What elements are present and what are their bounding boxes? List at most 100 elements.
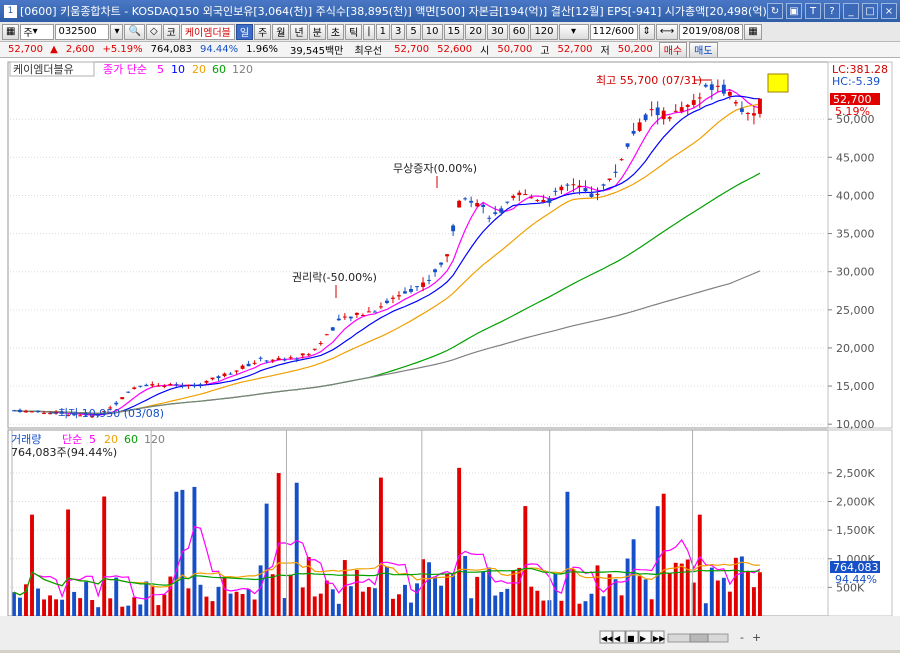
low-price: 50,200 — [617, 44, 653, 55]
legend-ma20: 20 — [192, 63, 206, 76]
minute-button-10[interactable]: 10 — [421, 23, 443, 40]
candle-body — [300, 353, 305, 356]
window-close-icon[interactable]: × — [881, 3, 897, 19]
volume-bar — [739, 556, 744, 616]
candle-body — [679, 107, 684, 112]
window-help-icon[interactable]: ? — [824, 3, 840, 19]
vol-ma20-line — [13, 561, 760, 596]
period-button-2[interactable]: 월 — [272, 23, 290, 40]
candle-body — [637, 122, 642, 131]
code-search-button[interactable]: ▾ — [110, 23, 124, 40]
volume-bar — [415, 583, 419, 616]
volume-ma-lines — [13, 525, 761, 600]
nav-button-label: ◀ — [614, 634, 621, 643]
price-tick-label: 10,000 — [836, 418, 875, 431]
stock-chart-svg[interactable]: 50,000 45,000 40,000 35,000 30,000 25,000 20,0… — [0, 58, 900, 650]
stock-name-field[interactable]: 케이엠더블 — [180, 23, 235, 40]
candle-body — [258, 357, 263, 359]
scroll-thumb[interactable] — [689, 633, 709, 643]
volume-bar — [360, 591, 365, 616]
candle-body — [739, 108, 744, 112]
candle-body — [270, 359, 275, 361]
window-dock-icon[interactable]: ▣ — [786, 3, 802, 19]
nav-button-0[interactable] — [599, 630, 613, 644]
minute-button-3[interactable]: 3 — [391, 23, 406, 40]
zoom-fit-button[interactable]: ◇ — [145, 23, 162, 40]
candle-body — [198, 384, 203, 386]
volume-bar — [324, 580, 329, 616]
candle-body — [114, 402, 119, 405]
stock-code-input[interactable]: 032500 — [55, 23, 110, 40]
best-ask: 52,700 — [394, 44, 430, 55]
minute-button-5[interactable]: 5 — [406, 23, 421, 40]
split-button[interactable]: ⟷ — [655, 23, 679, 40]
volume-tick-label: 500K — [836, 581, 865, 594]
price-tick-label: 15,000 — [836, 380, 875, 393]
zoom-in-button[interactable]: + — [752, 631, 761, 644]
candle-body — [391, 297, 395, 299]
vol-ma5-line — [13, 525, 761, 600]
layout-button[interactable]: ▦ — [2, 23, 20, 40]
volume-current-text: 764,083주(94.44%) — [11, 446, 117, 459]
candle-body — [78, 415, 83, 417]
legend-ma120: 120 — [232, 63, 253, 76]
nav-button-4[interactable] — [651, 630, 665, 644]
period-button-3[interactable]: 년 — [290, 23, 308, 40]
candle-body — [102, 411, 107, 413]
minute-button-60[interactable]: 60 — [508, 23, 530, 40]
stock-label-box[interactable] — [9, 61, 95, 77]
signal-marker[interactable] — [767, 73, 789, 93]
period-button-1[interactable]: 주 — [254, 23, 272, 40]
candle-body — [42, 412, 46, 414]
nav-button-3[interactable] — [638, 630, 652, 644]
volume-bar — [721, 577, 726, 616]
candle-body — [445, 254, 450, 257]
window-minimize-icon[interactable]: _ — [843, 3, 859, 19]
period-button-4[interactable]: 분 — [308, 23, 326, 40]
window-title: [0600] 키움종합차트 - KOSDAQ150 외국인보유[3,064(천)… — [20, 5, 767, 18]
period-type-select[interactable]: 주 ▾ — [20, 23, 55, 40]
window-maximize-icon[interactable]: □ — [862, 3, 878, 19]
price-tick-label: 30,000 — [836, 266, 875, 279]
period-custom-dropdown[interactable]: ▾ — [558, 23, 589, 40]
volume-bar — [336, 603, 341, 616]
candle-body — [312, 348, 317, 350]
candle-body — [180, 385, 185, 387]
candle-body — [487, 217, 492, 219]
zoom-out-button[interactable]: - — [740, 631, 744, 644]
candle-body — [469, 200, 474, 203]
page-counter-field[interactable]: 112/600 — [589, 23, 638, 40]
nav-button-label: ▶ — [640, 634, 647, 643]
date-field[interactable]: 2019/08/08 — [679, 23, 744, 40]
volume-bar — [667, 573, 672, 616]
calendar-icon[interactable]: ▦ — [744, 23, 762, 40]
minute-button-30[interactable]: 30 — [486, 23, 508, 40]
period-button-6[interactable]: 틱 — [345, 23, 363, 40]
buy-button[interactable]: 매수 — [658, 42, 688, 57]
candle-body — [354, 312, 359, 315]
chart-area[interactable]: 50,000 45,000 40,000 35,000 30,000 25,000 20,0… — [0, 58, 900, 650]
minute-button-20[interactable]: 20 — [465, 23, 486, 40]
candle-body — [691, 100, 696, 105]
page-spin-button[interactable]: ⇕ — [638, 23, 655, 40]
search-icon[interactable]: 🔍 — [124, 23, 145, 40]
high-annotation: 최고 55,700 (07/31) — [596, 74, 702, 87]
period-button-0[interactable]: 일 — [235, 23, 254, 40]
minute-button-120[interactable]: 120 — [530, 23, 558, 40]
candle-body — [475, 203, 480, 207]
volume-legend-prefix: 단순 — [62, 433, 82, 446]
volume-bar — [78, 598, 83, 616]
sell-button[interactable]: 매도 — [689, 42, 718, 57]
nav-button-1[interactable] — [612, 630, 626, 644]
period-button-5[interactable]: 초 — [326, 23, 345, 40]
nav-button-label: ◀◀ — [601, 634, 614, 643]
volume-bars — [12, 467, 762, 616]
window-refresh-icon[interactable]: ↻ — [767, 3, 783, 19]
nav-button-2[interactable] — [625, 630, 639, 644]
minute-button-1[interactable]: 1 — [375, 23, 391, 40]
price-tick-label: 20,000 — [836, 342, 875, 355]
candle-body — [342, 316, 347, 318]
minute-button-15[interactable]: 15 — [443, 23, 465, 40]
volume-bar — [234, 591, 239, 616]
window-text-icon[interactable]: T — [805, 3, 821, 19]
